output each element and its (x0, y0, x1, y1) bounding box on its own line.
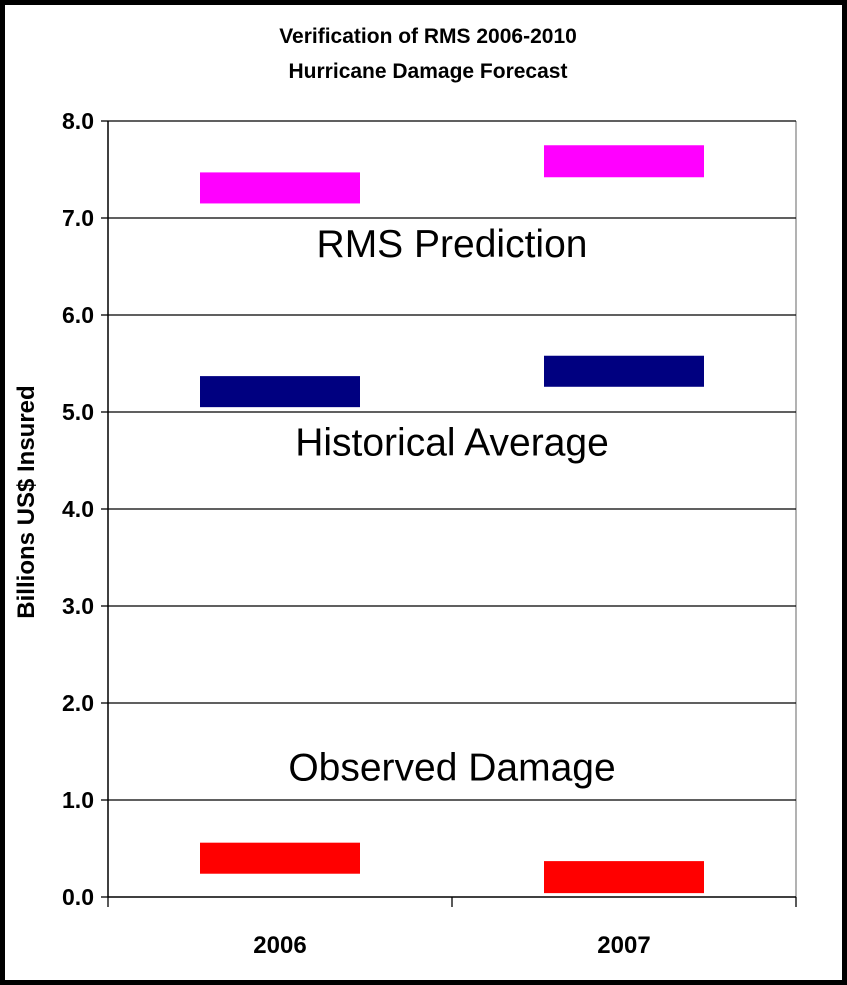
y-tick-label: 2.0 (62, 690, 94, 716)
range-bar (544, 145, 704, 178)
y-tick-labels: 0.0 1.0 2.0 3.0 4.0 5.0 6.0 7.0 8.0 2006 2007 (62, 108, 651, 959)
x-tick-label: 2006 (253, 932, 306, 959)
y-tick-label: 3.0 (62, 593, 94, 619)
y-tick-label: 5.0 (62, 399, 94, 425)
annotation-label: Observed Damage (288, 747, 615, 790)
range-bar (200, 172, 360, 204)
y-tick-label: 1.0 (62, 787, 94, 813)
chart-title: Verification of RMS 2006-2010 (279, 25, 577, 48)
range-bar (544, 355, 704, 387)
y-tick-label: 6.0 (62, 302, 94, 328)
chart-subtitle: Hurricane Damage Forecast (289, 60, 568, 83)
y-tick-label: 4.0 (62, 496, 94, 522)
x-tick-label: 2007 (597, 932, 650, 959)
range-bar (200, 842, 360, 874)
range-bar (544, 861, 704, 894)
annotation-label: RMS Prediction (317, 223, 588, 266)
axes (101, 120, 797, 907)
range-bar (200, 376, 360, 408)
annotations: RMS Prediction Historical Average Observed… (288, 223, 615, 790)
y-axis-label: Billions US$ Insured (13, 385, 40, 618)
gridlines (108, 120, 797, 897)
range-bars (200, 145, 704, 894)
y-tick-label: 8.0 (62, 108, 94, 134)
annotation-label: Historical Average (295, 422, 609, 465)
y-tick-label: 7.0 (62, 205, 94, 231)
y-tick-label: 0.0 (62, 884, 94, 910)
